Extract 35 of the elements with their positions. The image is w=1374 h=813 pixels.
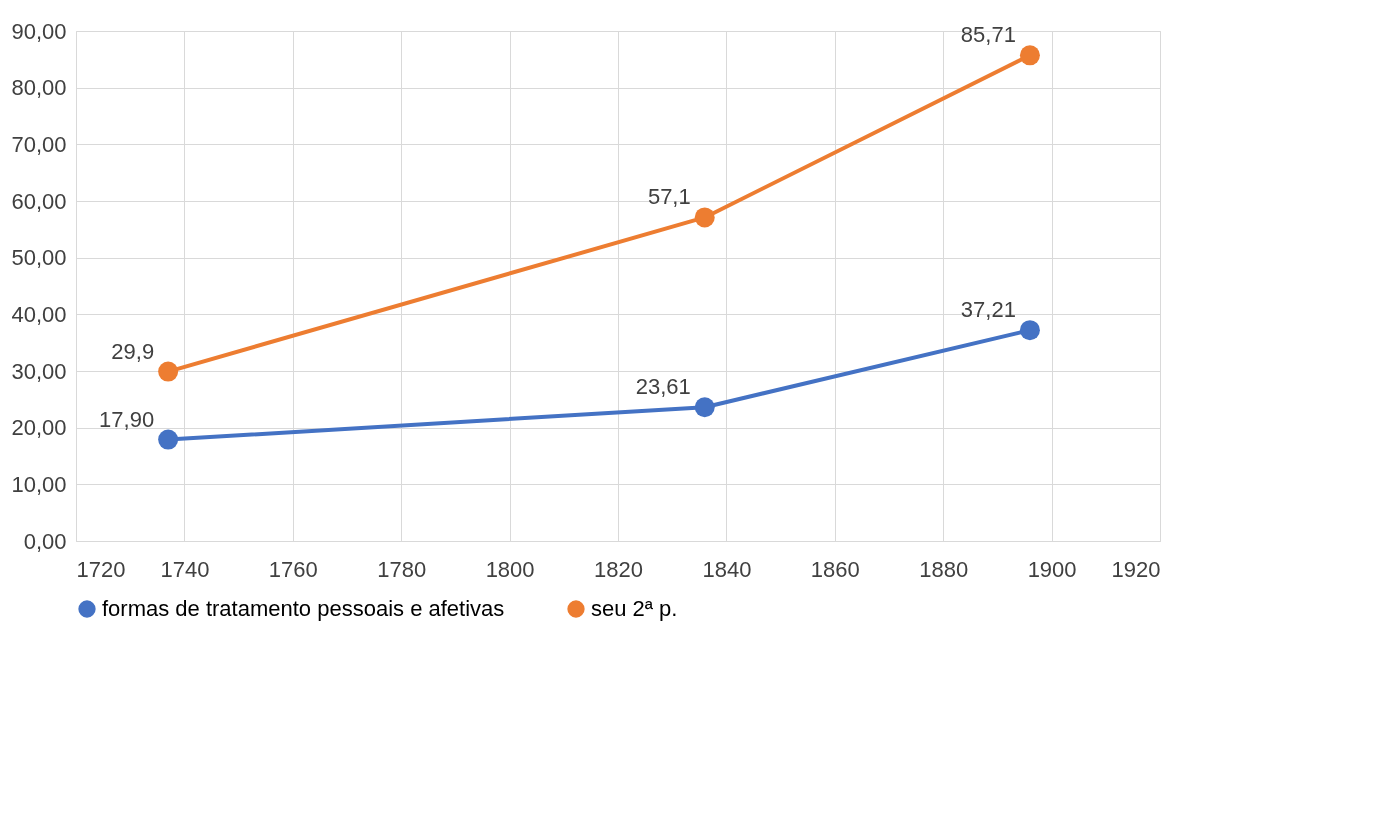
data-label: 85,71 — [960, 22, 1016, 48]
y-tick-label: 10,00 — [11, 471, 67, 497]
y-tick-label: 20,00 — [11, 415, 67, 441]
y-tick-label: 30,00 — [11, 358, 67, 384]
point — [694, 397, 715, 418]
y-tick-label: 60,00 — [11, 188, 67, 214]
legend-label: seu 2ª p. — [591, 596, 678, 621]
x-tick-label: 1860 — [810, 556, 860, 582]
point — [1019, 45, 1040, 66]
data-label: 37,21 — [960, 297, 1016, 323]
y-tick-label: 0,00 — [23, 528, 67, 554]
x-tick-label: 1920 — [1111, 556, 1161, 582]
x-tick-label: 1840 — [702, 556, 752, 582]
x-tick-label: 1780 — [377, 556, 427, 582]
x-tick-label: 1900 — [1027, 556, 1077, 582]
x-tick-label: 1760 — [268, 556, 318, 582]
point — [158, 361, 179, 382]
x-tick-label: 1880 — [919, 556, 969, 582]
legend-label: formas de tratamento pessoais e afetivas — [102, 596, 505, 621]
y-tick-label: 70,00 — [11, 131, 67, 157]
point — [694, 207, 715, 228]
data-label: 23,61 — [635, 374, 691, 400]
y-tick-label: 50,00 — [11, 245, 67, 271]
point — [1019, 320, 1040, 341]
data-label: 29,9 — [111, 338, 155, 364]
data-label: 57,1 — [647, 184, 691, 210]
point — [158, 429, 179, 450]
x-tick-label: 1740 — [160, 556, 210, 582]
y-tick-label: 80,00 — [11, 75, 67, 101]
x-tick-label: 1820 — [594, 556, 643, 582]
x-tick-label: 1720 — [76, 556, 126, 582]
x-tick-label: 1800 — [485, 556, 535, 582]
y-tick-label: 90,00 — [11, 18, 67, 44]
data-label: 17,90 — [99, 406, 155, 432]
y-tick-label: 40,00 — [11, 301, 67, 327]
